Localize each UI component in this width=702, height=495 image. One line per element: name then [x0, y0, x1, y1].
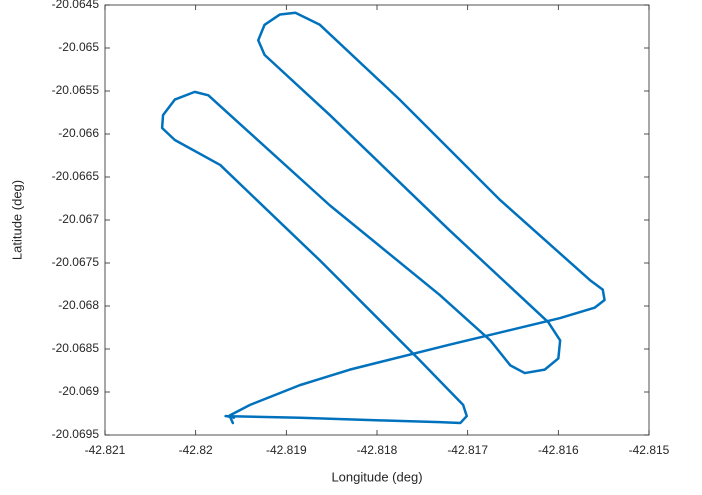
- y-tick-label: -20.0645: [52, 0, 100, 11]
- data-line: [160, 11, 606, 425]
- x-tick-label: -42.819: [266, 443, 307, 457]
- y-tick-label: -20.068: [58, 298, 99, 312]
- y-tick-label: -20.0655: [52, 83, 100, 97]
- x-tick-label: -42.82: [179, 443, 213, 457]
- x-tick-label: -42.818: [357, 443, 398, 457]
- x-tick-label: -42.821: [85, 443, 126, 457]
- x-axis-label: Longitude (deg): [331, 469, 422, 484]
- x-tick-label: -42.815: [629, 443, 670, 457]
- plot-area: [104, 4, 650, 436]
- y-tick-label: -20.066: [58, 126, 99, 140]
- x-tick-label: -42.816: [538, 443, 579, 457]
- y-tick-label: -20.0695: [52, 427, 100, 441]
- y-tick-label: -20.065: [58, 40, 99, 54]
- y-tick-label: -20.0685: [52, 341, 100, 355]
- y-tick-label: -20.0665: [52, 169, 100, 183]
- y-tick-label: -20.069: [58, 384, 99, 398]
- x-tick-label: -42.817: [447, 443, 488, 457]
- y-tick-label: -20.0675: [52, 255, 100, 269]
- y-axis-label: Latitude (deg): [9, 180, 24, 260]
- y-tick-label: -20.067: [58, 212, 99, 226]
